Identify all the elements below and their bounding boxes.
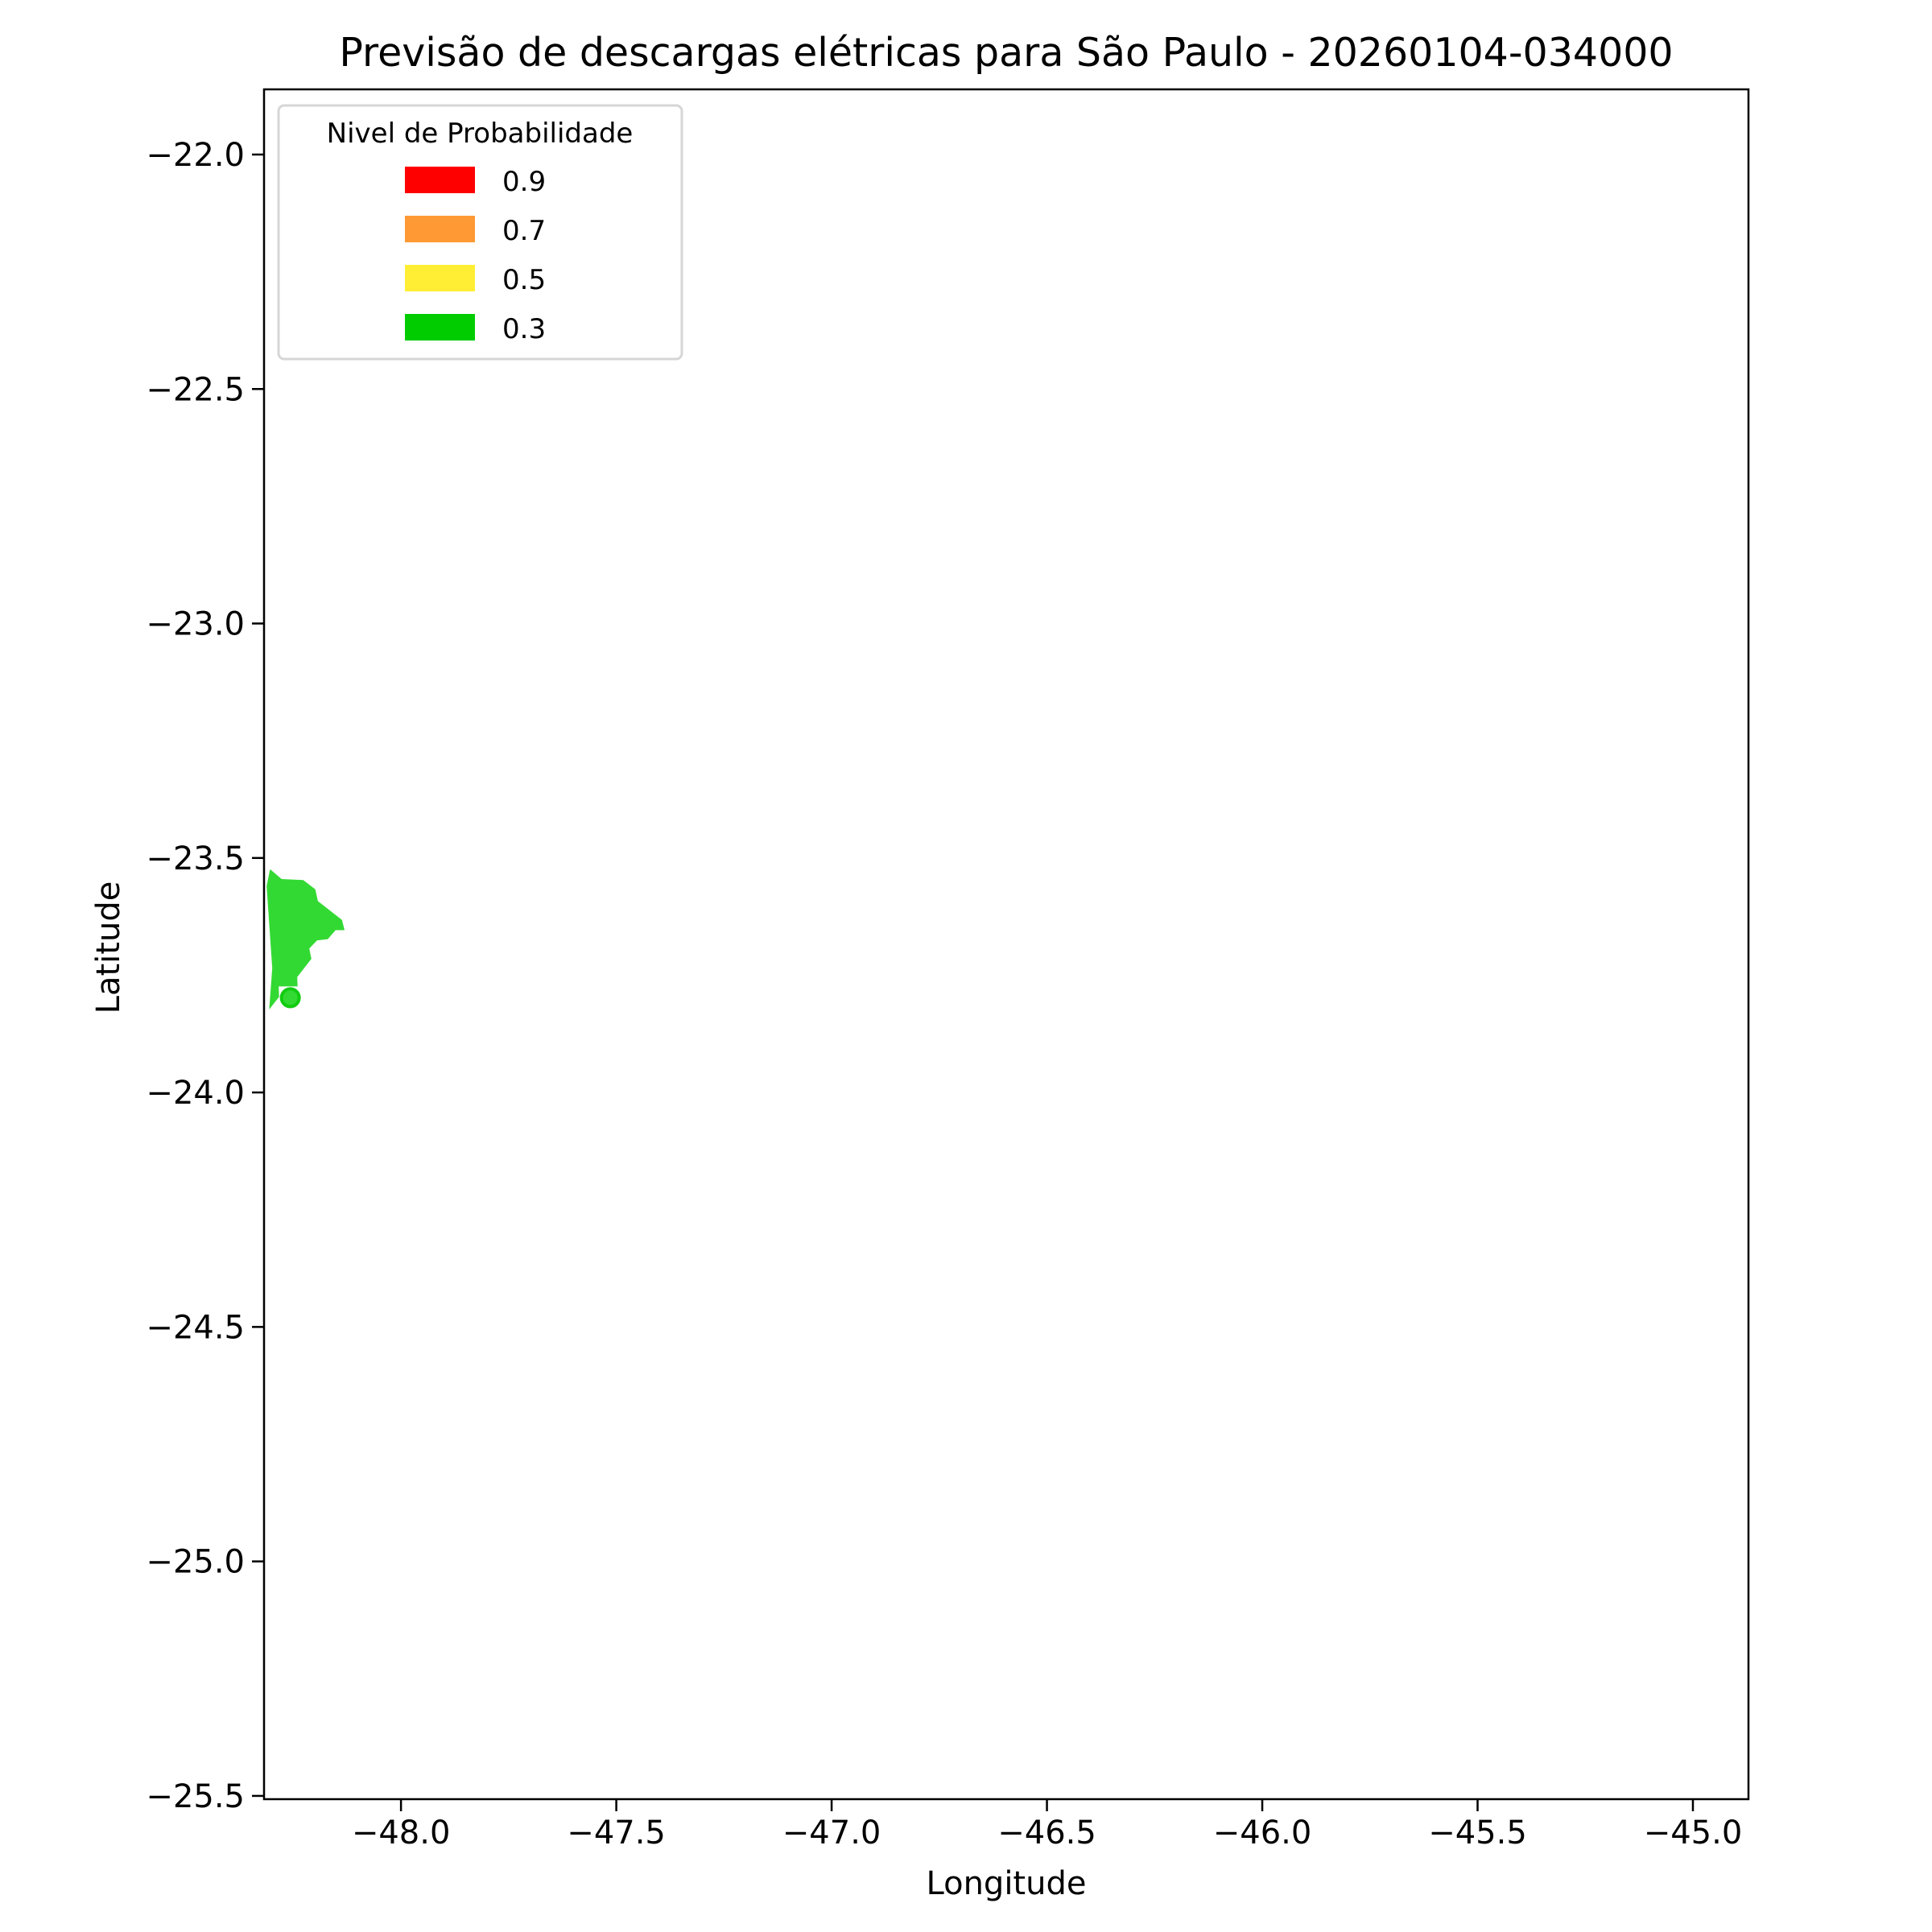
y-tick-label: −23.0: [146, 606, 245, 643]
x-tick-label: −45.5: [1428, 1814, 1527, 1852]
y-tick-label: −23.5: [146, 840, 245, 877]
y-tick-label: −25.5: [146, 1778, 245, 1815]
probability-area-0.3: [266, 869, 345, 1009]
chart-title: Previsão de descargas elétricas para São…: [339, 30, 1673, 76]
x-tick-label: −46.0: [1213, 1814, 1312, 1852]
legend-label: 0.5: [502, 264, 546, 296]
plot-area: [266, 869, 345, 1009]
legend-swatch-0.7: [405, 216, 475, 242]
lightning-point-marker: [279, 987, 301, 1009]
legend-label: 0.7: [502, 215, 546, 247]
legend-swatch-0.9: [405, 167, 475, 193]
x-tick-label: −45.0: [1644, 1814, 1743, 1852]
legend-box: [277, 104, 683, 361]
legend-label: 0.9: [502, 166, 546, 198]
x-tick-label: −47.5: [567, 1814, 666, 1852]
y-tick-label: −25.0: [146, 1544, 245, 1581]
axes-frame: [262, 88, 1750, 1801]
y-tick-label: −24.5: [146, 1309, 245, 1346]
legend-title: Nivel de Probabilidade: [327, 118, 634, 150]
y-axis: −22.0 −22.5 −23.0 −23.5 −24.0 −24.5 −25.0 −25.5: [146, 137, 264, 1815]
legend-swatch-0.3: [405, 314, 475, 341]
y-tick-label: −24.0: [146, 1075, 245, 1112]
y-tick-label: −22.0: [146, 137, 245, 174]
y-axis-label: Latitude: [90, 881, 127, 1014]
legend: Nivel de Probabilidade 0.9 0.7 0.5 0.3: [277, 104, 683, 361]
x-axis: −48.0 −47.5 −47.0 −46.5 −46.0 −45.5 −45.0: [352, 1799, 1742, 1852]
x-tick-label: −47.0: [782, 1814, 881, 1852]
legend-swatch-0.5: [405, 265, 475, 291]
x-tick-label: −48.0: [352, 1814, 451, 1852]
y-tick-label: −22.5: [146, 371, 245, 408]
x-tick-label: −46.5: [997, 1814, 1096, 1852]
legend-entries: 0.9 0.7 0.5 0.3: [405, 166, 546, 345]
legend-label: 0.3: [502, 313, 546, 345]
x-axis-label: Longitude: [927, 1865, 1087, 1902]
